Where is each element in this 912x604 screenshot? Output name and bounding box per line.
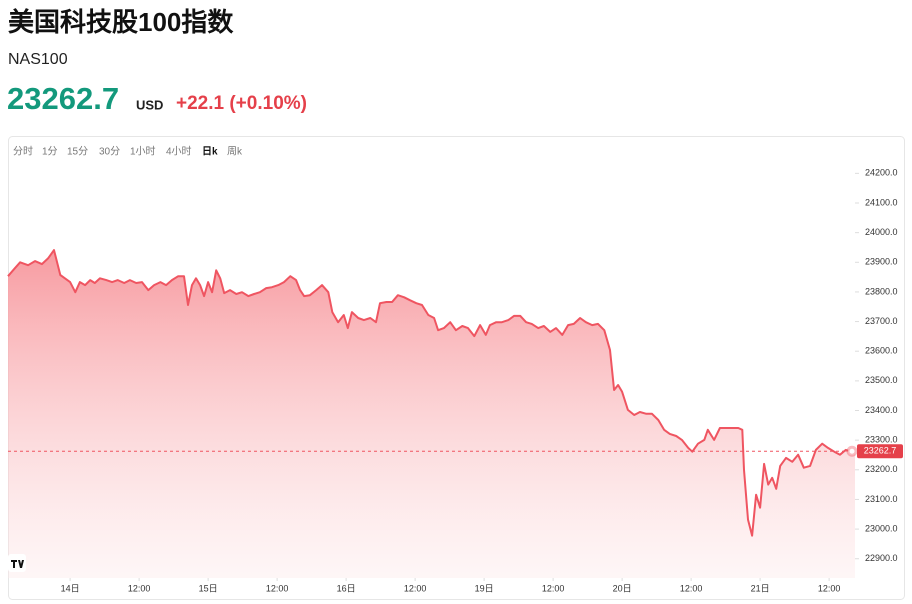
y-tick-label: 24000.0 <box>865 227 898 237</box>
price-line <box>7 249 855 537</box>
timeframe-tab[interactable]: 1分 <box>42 146 58 158</box>
x-tick-label: 21日 <box>751 583 770 593</box>
x-tick-label: 16日 <box>337 583 356 593</box>
x-tick-label: 15日 <box>199 583 218 593</box>
x-tick-label: 14日 <box>61 583 80 593</box>
current-point <box>846 445 858 457</box>
logo <box>8 554 26 572</box>
x-tick-label: 12:00 <box>542 583 565 593</box>
y-tick-label: 22900.0 <box>865 553 898 563</box>
y-tick-label: 24200.0 <box>865 168 898 178</box>
x-tick-label: 12:00 <box>680 583 703 593</box>
x-tick-label: 20日 <box>613 583 632 593</box>
y-tick-label: 23400.0 <box>865 405 898 415</box>
y-tick-label: 23900.0 <box>865 257 898 267</box>
x-tick-label: 12:00 <box>266 583 289 593</box>
y-tick-label: 23200.0 <box>865 464 898 474</box>
timeframe-tab[interactable]: 30分 <box>99 146 120 158</box>
y-tick-label: 23600.0 <box>865 346 898 356</box>
timeframe-tab[interactable]: 1小时 <box>130 146 156 158</box>
timeframe-tab[interactable]: 日k <box>202 146 218 158</box>
currency: USD <box>136 97 163 112</box>
timeframe-tab[interactable]: 周k <box>227 146 243 158</box>
timeframe-tab[interactable]: 分时 <box>13 146 33 158</box>
timeframe-tab[interactable]: 4小时 <box>166 146 192 158</box>
y-tick-label: 23100.0 <box>865 494 898 504</box>
timeframe-tab[interactable]: 15分 <box>67 146 88 158</box>
y-tick-label: 23300.0 <box>865 435 898 445</box>
price-tag-label: 23262.7 <box>864 446 897 456</box>
x-tick-label: 12:00 <box>404 583 427 593</box>
area-fill <box>8 250 855 578</box>
x-tick-label: 19日 <box>475 583 494 593</box>
y-tick-label: 23800.0 <box>865 286 898 296</box>
x-tick-label: 12:00 <box>128 583 151 593</box>
y-tick-label: 24100.0 <box>865 197 898 207</box>
y-tick-label: 23700.0 <box>865 316 898 326</box>
symbol: NAS100 <box>8 51 68 68</box>
price-tag <box>857 444 903 459</box>
title: 美国科技股100指数 <box>8 7 234 37</box>
x-tick-label: 12:00 <box>818 583 841 593</box>
y-tick-label: 23000.0 <box>865 523 898 533</box>
price: 23262.7 <box>7 81 119 116</box>
change: +22.1 (+0.10%) <box>176 93 307 114</box>
y-tick-label: 23500.0 <box>865 375 898 385</box>
